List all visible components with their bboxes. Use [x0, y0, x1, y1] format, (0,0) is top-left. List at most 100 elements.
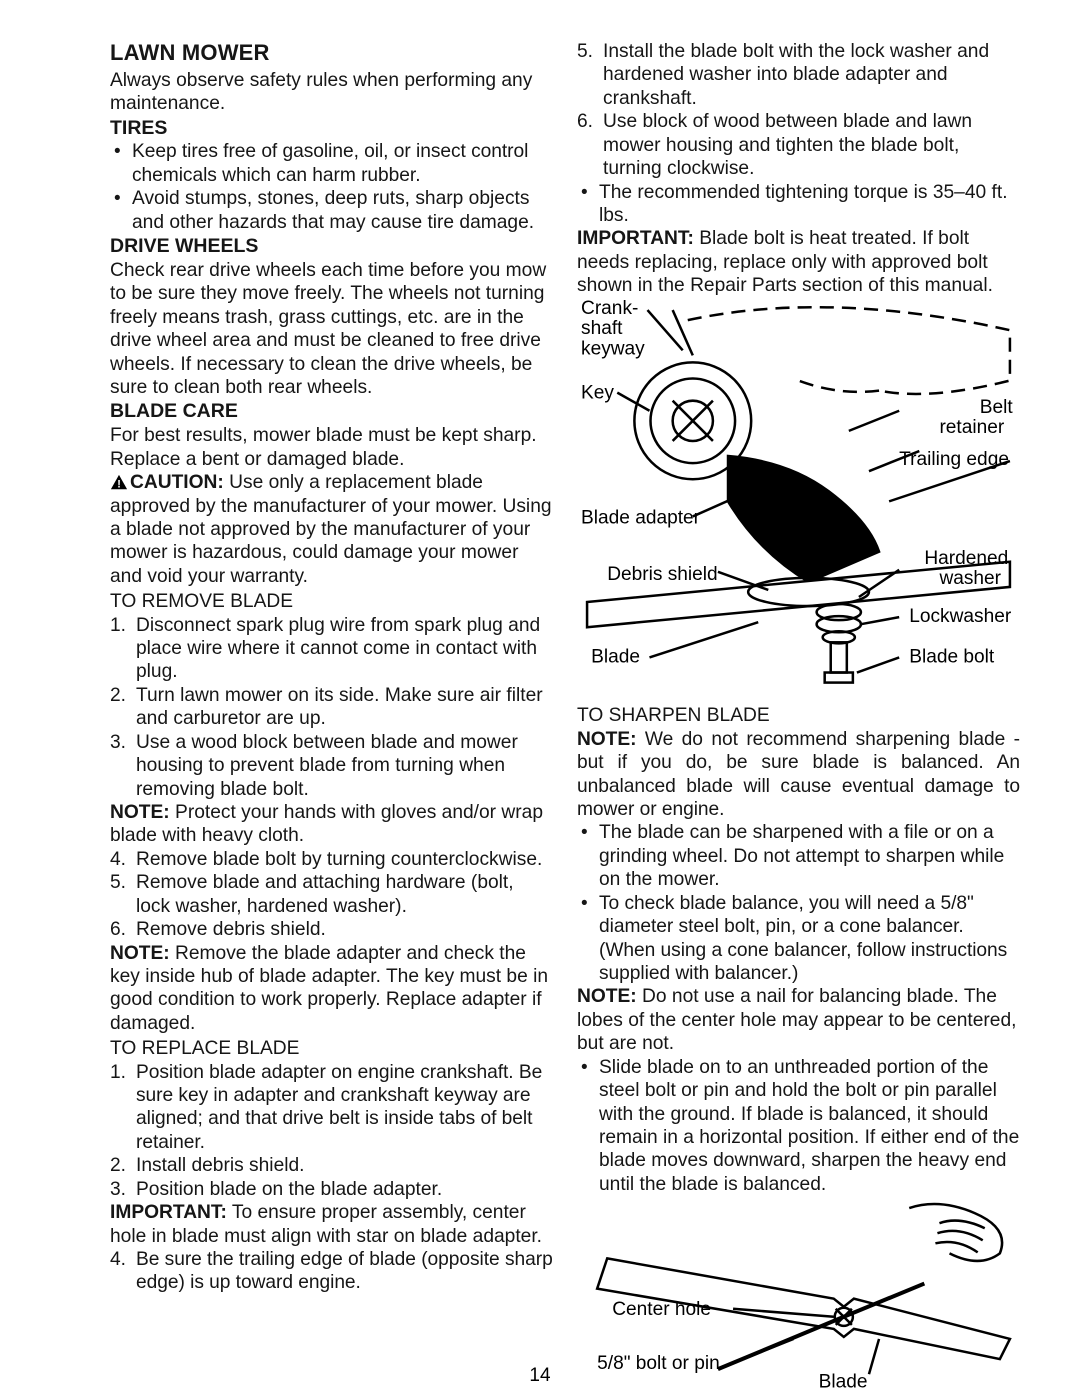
list-item-text: Install the blade bolt with the lock was…: [603, 41, 989, 109]
list-item: 5.Remove blade and attaching hardware (b…: [110, 871, 553, 918]
diagram-label: Hardened: [924, 547, 1008, 568]
list-item: The recommended tightening torque is 35–…: [577, 181, 1020, 228]
diagram-label: Blade: [591, 646, 640, 667]
tires-item: Keep tires free of gasoline, oil, or ins…: [110, 140, 553, 187]
intro-paragraph: Always observe safety rules when perform…: [110, 69, 553, 116]
drive-wheels-body: Check rear drive wheels each time before…: [110, 259, 553, 400]
list-item-text: Position blade adapter on engine crank­s…: [136, 1062, 542, 1153]
blade-assembly-diagram: Crank- shaft keyway Key Belt retainer Tr…: [577, 300, 1020, 703]
diagram-label: shaft: [581, 318, 623, 339]
list-item: Slide blade on to an unthreaded portion …: [577, 1056, 1020, 1197]
list-item-text: Slide blade on to an unthreaded portion …: [599, 1057, 1019, 1195]
list-item: 6.Remove debris shield.: [110, 918, 553, 941]
remove-blade-heading: TO REMOVE BLADE: [110, 590, 553, 613]
list-item: The blade can be sharpened with a file o…: [577, 821, 1020, 891]
list-item-text: Turn lawn mower on its side. Make sure a…: [136, 685, 543, 729]
replace-blade-list: 1.Position blade adapter on engine crank…: [110, 1061, 553, 1202]
list-item-text: Position blade on the blade adapter.: [136, 1179, 442, 1200]
list-item: 3.Position blade on the blade adapter.: [110, 1178, 553, 1201]
note-body: Do not use a nail for balancing blade. T…: [577, 986, 1016, 1054]
tires-item: Avoid stumps, stones, deep ruts, sharp o…: [110, 187, 553, 234]
list-item-text: Use block of wood between blade and lawn…: [603, 111, 972, 179]
important-paragraph: IMPORTANT: Blade bolt is heat treated. I…: [577, 227, 1020, 297]
tires-list: Keep tires free of gasoline, oil, or ins…: [110, 140, 553, 234]
note-label: NOTE:: [110, 943, 170, 964]
note-label: NOTE:: [577, 986, 637, 1007]
important-paragraph: IMPORTANT: To ensure proper assembly, ce…: [110, 1201, 553, 1248]
diagram-svg: Center hole 5/8" bolt or pin Blade: [577, 1198, 1020, 1389]
remove-blade-list-cont: 4.Remove blade bolt by turning counter­c…: [110, 848, 553, 942]
note-label: NOTE:: [110, 802, 170, 823]
list-item: 2.Turn lawn mower on its side. Make sure…: [110, 684, 553, 731]
list-item: To check blade balance, you will need a …: [577, 892, 1020, 986]
list-item-text: Remove debris shield.: [136, 919, 326, 940]
note-body: We do not recommend sharpening blade - b…: [577, 729, 1020, 820]
caution-paragraph: ! CAUTION: Use only a replacement blade …: [110, 471, 553, 588]
diagram-label: Lockwasher: [909, 606, 1012, 627]
svg-text:!: !: [117, 478, 121, 490]
diagram-label: Blade adapter: [581, 507, 701, 528]
caution-label: CAUTION:: [130, 472, 224, 493]
list-item-text: Remove blade and attaching hardware (bol…: [136, 872, 514, 916]
sharpen-list: The blade can be sharpened with a file o…: [577, 821, 1020, 985]
note-paragraph: NOTE: We do not recommend sharpening bla…: [577, 728, 1020, 822]
list-item-text: Remove blade bolt by turning counter­clo…: [136, 849, 542, 870]
diagram-label: retainer: [939, 417, 1004, 438]
drive-wheels-heading: DRIVE WHEELS: [110, 235, 553, 259]
two-column-layout: LAWN MOWER Always observe safety rules w…: [110, 40, 1020, 1392]
list-item-text: To check blade balance, you will need a …: [599, 893, 1007, 984]
section-title: LAWN MOWER: [110, 40, 553, 67]
note-label: NOTE:: [577, 729, 636, 750]
tires-item-text: Keep tires free of gasoline, oil, or ins…: [132, 141, 528, 185]
list-item-text: The recommended tightening torque is 35–…: [599, 182, 1008, 226]
blade-care-heading: BLADE CARE: [110, 400, 553, 424]
diagram-label: Blade: [819, 1371, 868, 1389]
list-item: 2.Install debris shield.: [110, 1154, 553, 1177]
blade-care-body: For best results, mower blade must be ke…: [110, 424, 553, 471]
diagram-label: Belt: [980, 396, 1014, 417]
sharpen-blade-heading: TO SHARPEN BLADE: [577, 704, 1020, 727]
list-item-text: Install debris shield.: [136, 1155, 305, 1176]
right-column: 5.Install the blade bolt with the lock w…: [577, 40, 1020, 1392]
list-item: 4.Be sure the trailing edge of blade (op…: [110, 1248, 553, 1295]
list-item-text: Use a wood block between blade and mower…: [136, 732, 518, 800]
important-label: IMPORTANT:: [577, 228, 694, 249]
blade-balance-diagram: Center hole 5/8" bolt or pin Blade: [577, 1198, 1020, 1389]
note-paragraph: NOTE: Do not use a nail for balancing bl…: [577, 985, 1020, 1055]
list-item: 5.Install the blade bolt with the lock w…: [577, 40, 1020, 110]
torque-bullet-list: The recommended tightening torque is 35–…: [577, 181, 1020, 228]
list-item-text: Disconnect spark plug wire from spark pl…: [136, 615, 540, 683]
list-item: 1.Position blade adapter on engine crank…: [110, 1061, 553, 1155]
balance-list: Slide blade on to an unthreaded portion …: [577, 1056, 1020, 1197]
diagram-label: 5/8" bolt or pin: [597, 1353, 720, 1374]
diagram-label: Key: [581, 382, 614, 403]
note-paragraph: NOTE: Protect your hands with gloves and…: [110, 801, 553, 848]
list-item: 4.Remove blade bolt by turning counter­c…: [110, 848, 553, 871]
diagram-label: Center hole: [612, 1299, 711, 1320]
diagram-label: Trailing edge: [899, 449, 1009, 470]
list-item: 3.Use a wood block between blade and mow…: [110, 731, 553, 801]
diagram-label: Crank-: [581, 300, 638, 319]
page-number: 14: [529, 1365, 550, 1387]
important-label: IMPORTANT:: [110, 1202, 227, 1223]
note-body: Remove the blade adapter and check the k…: [110, 943, 548, 1034]
replace-blade-heading: TO REPLACE BLADE: [110, 1037, 553, 1060]
remove-blade-list: 1.Disconnect spark plug wire from spark …: [110, 614, 553, 801]
list-item: 1.Disconnect spark plug wire from spark …: [110, 614, 553, 684]
left-column: LAWN MOWER Always observe safety rules w…: [110, 40, 553, 1392]
tires-heading: TIRES: [110, 117, 553, 141]
diagram-svg: Crank- shaft keyway Key Belt retainer Tr…: [577, 300, 1020, 703]
list-item: 6.Use block of wood between blade and la…: [577, 110, 1020, 180]
list-item-text: Be sure the trailing edge of blade (oppo…: [136, 1249, 553, 1293]
diagram-label: Blade bolt: [909, 646, 995, 667]
tires-item-text: Avoid stumps, stones, deep ruts, sharp o…: [132, 188, 534, 232]
note-paragraph: NOTE: Remove the blade adapter and check…: [110, 942, 553, 1036]
replace-blade-list-cont: 4.Be sure the trailing edge of blade (op…: [110, 1248, 553, 1295]
diagram-label: Debris shield: [607, 564, 717, 585]
diagram-label: keyway: [581, 338, 645, 359]
manual-page: LAWN MOWER Always observe safety rules w…: [0, 0, 1080, 1397]
replace-blade-list-right: 5.Install the blade bolt with the lock w…: [577, 40, 1020, 181]
note-body: Protect your hands with gloves and/or wr…: [110, 802, 543, 846]
list-item-text: The blade can be sharpened with a file o…: [599, 822, 1004, 890]
diagram-label: washer: [938, 568, 1001, 589]
